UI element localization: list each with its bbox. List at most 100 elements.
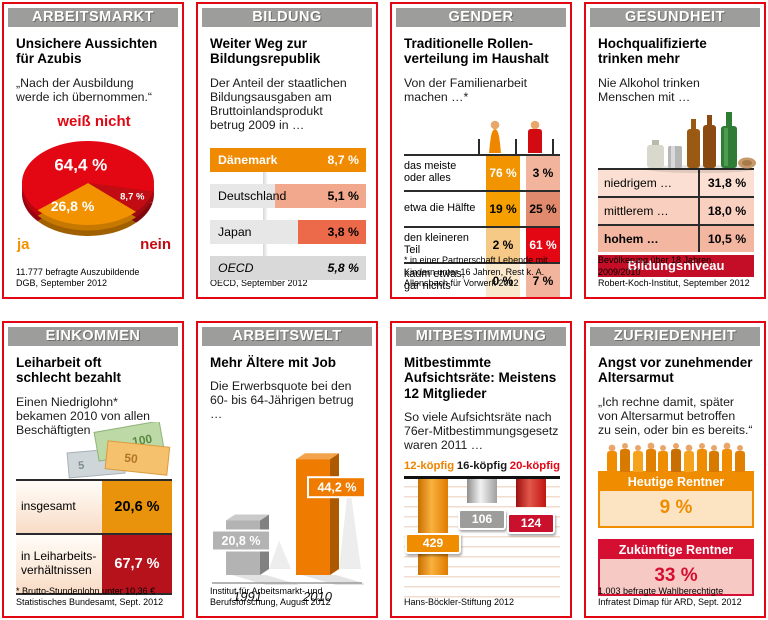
panel-header-mitbestimmung: MITBESTIMMUNG (396, 327, 566, 346)
can-highlight (671, 146, 675, 168)
row-label: den kleineren Teil (404, 231, 469, 256)
stat-cards-container: Heutige Rentner 9 % Zukünftige Rentner 33 % (598, 470, 754, 596)
row-value: 31,8 % (698, 169, 754, 196)
bar-label: Dänemark (218, 152, 278, 167)
panel-subtitle: „Ich rechne damit, später von Altersarmu… (598, 394, 753, 437)
panel-header-label: ZUFRIEDENHEIT (613, 328, 737, 344)
value-label-box (211, 529, 271, 552)
panel-arbeitsmarkt: ARBEITSMARKT Unsichere Aussichten für Az… (2, 2, 184, 299)
panel-source: 11.777 befragte Auszubildende DGB, Septe… (16, 266, 140, 289)
gender-table-row: das meiste oder alles 76 % 3 % (404, 155, 560, 192)
pie-chart: 8,7 % 26,8 % 64,4 % (21, 140, 154, 236)
panel-source: OECD, September 2012 (210, 278, 308, 289)
card-value: 9 % (600, 490, 752, 526)
panel-title: Mehr Ältere mit Job (210, 355, 337, 370)
stat-row: hohem … 10,5 % (598, 223, 754, 252)
panel-header-label: MITBESTIMMUNG (415, 328, 547, 344)
female-value-cell: 2 % (486, 227, 520, 262)
hanging-bar-area: 429 106 124 (404, 475, 560, 602)
pie-top-label: weiß nicht (57, 112, 131, 130)
panel-arbeitswelt: ARBEITSWELT Mehr Ältere mit Job Die Erwe… (196, 321, 378, 618)
banknote-50 (104, 440, 171, 476)
stat-cells-container: insgesamt 20,6 % in Leiharbeits- verhältni… (16, 478, 172, 595)
gender-table-container: das meiste oder alles 76 % 3 % etwa die Häl… (404, 114, 560, 297)
stat-row: in Leiharbeits- verhältnissen 67,7 % (16, 532, 172, 595)
male-figure-icon (528, 120, 542, 153)
bar-value: 5,1 % (327, 188, 359, 203)
bar-label: OECD (218, 260, 254, 275)
row-label: in Leiharbeits- verhältnissen (16, 534, 102, 593)
pie-slice-nein (88, 182, 153, 212)
bottles-illustration (646, 112, 756, 173)
panel-zufriedenheit: ZUFRIEDENHEIT Angst vor zunehmender Alte… (584, 321, 766, 618)
panel-header-gesundheit: GESUNDHEIT (590, 8, 760, 27)
panel-gesundheit: GESUNDHEIT Hochqualifizierte trinken meh… (584, 2, 766, 299)
category-band: Bildungsniveau (598, 254, 754, 277)
bar-cast-shadow (269, 540, 291, 570)
gender-table-header (404, 114, 560, 156)
person-figure-icon (671, 442, 681, 472)
panel-header-zufriedenheit: ZUFRIEDENHEIT (590, 327, 760, 346)
hanging-bar (418, 478, 448, 575)
panel-title: Angst vor zunehmender Altersarmut (598, 355, 753, 386)
bar-chart-container: Dänemark 8,7 % Deutschland 5,1 % Japan 3,8 % O… (210, 147, 366, 280)
bar-value: 3,8 % (327, 224, 359, 239)
panel-subtitle: Der Anteil der staatlichen Bildungsausga… (210, 75, 347, 132)
pie-value-label: 64,4 % (54, 155, 107, 174)
bar-value: 5,8 % (327, 260, 359, 275)
bar-top-face (296, 453, 339, 460)
panel-body: Angst vor zunehmender Altersarmut „Ich r… (586, 346, 764, 616)
panel-mitbestimmung: MITBESTIMMUNG Mitbestimmte Aufsichtsräte… (390, 321, 572, 618)
female-value-cell: 19 % (486, 191, 520, 226)
row-label: insgesamt (16, 480, 102, 533)
gender-table-row: den kleineren Teil 2 % 61 % (404, 227, 560, 264)
bar-fill (274, 183, 366, 208)
banknote-value: 5 (78, 460, 85, 472)
female-figure-icon (489, 120, 501, 153)
panel-source: 1.003 befragte Wahlberechtigte Infratest… (598, 585, 742, 608)
bar-row-Japan: Japan 3,8 % (210, 219, 366, 244)
column-gap (520, 155, 526, 190)
stat-list-container: niedrigem … 31,8 % mittlerem … 18,0 % hohem … (598, 167, 754, 277)
male-value-cell: 25 % (526, 191, 560, 226)
person-figure-icon (697, 442, 707, 472)
panel-einkommen: EINKOMMEN Leiharbeit oft schlecht bezahl… (2, 321, 184, 618)
panel-header-einkommen: EINKOMMEN (8, 327, 178, 346)
bar-row-Deutschland: Deutschland 5,1 % (210, 183, 366, 208)
panel-title: Mitbestimmte Aufsichtsräte: Meistens 12 … (404, 355, 557, 401)
panel-title: Hochqualifizierte trinken mehr (598, 36, 707, 67)
person-figure-icon (646, 442, 656, 472)
panel-header-gender: GENDER (396, 8, 566, 27)
panel-subtitle: So viele Aufsichtsräte nach 76er-Mitbest… (404, 409, 559, 452)
panel-body: Hochqualifizierte trinken mehr Nie Alkoh… (586, 27, 764, 297)
value-label: 44,2 % (318, 481, 357, 495)
legend-item: 16-köpfig (456, 459, 508, 472)
row-label: niedrigem … (604, 175, 673, 190)
panel-source: Bevölkerung über 18 Jahren, 2009/2010 Ro… (598, 254, 750, 289)
bottle-highlight (724, 128, 728, 166)
panel-source: Institut für Arbeitsmarkt- und Berufsfor… (210, 585, 331, 608)
bar-label: Deutschland (218, 188, 287, 203)
stat-row: niedrigem … 31,8 % (598, 167, 754, 196)
row-value: 18,0 % (698, 197, 754, 224)
panel-body: Unsichere Aussichten für Azubis „Nach de… (4, 27, 182, 297)
person-figure-icon (633, 444, 643, 472)
person-figure-icon (735, 444, 745, 472)
beer-bottle-icon (691, 119, 696, 131)
panel-header-label: BILDUNG (252, 9, 322, 25)
bar-side-face (330, 453, 339, 576)
chart-top-axis (404, 475, 560, 479)
panel-header-arbeitsmarkt: ARBEITSMARKT (8, 8, 178, 27)
bar-row-Dänemark: Dänemark 8,7 % (210, 147, 366, 172)
column-gap (520, 227, 526, 262)
female-value-cell: 0 % (486, 263, 520, 297)
row-label: das meiste oder alles (404, 159, 457, 184)
person-figure-icon (658, 444, 668, 472)
person-figure-icon (607, 444, 617, 472)
panel-body: Weiter Weg zur Bildungsrepublik Der Ante… (198, 27, 376, 297)
bar3d-chart: 20,8 % 1991 44,2 % 2010 (211, 453, 370, 604)
hanging-bar (516, 478, 546, 507)
row-value: 20,6 % (102, 480, 172, 533)
beer-bottle-icon (703, 125, 716, 168)
